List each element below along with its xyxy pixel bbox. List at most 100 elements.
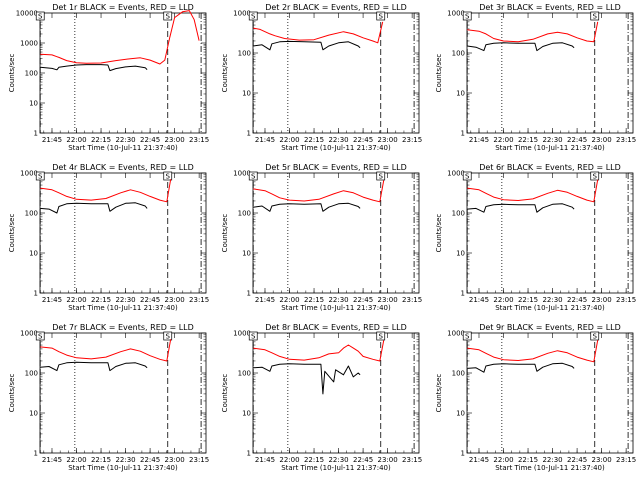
x-tick-label: 22:45 — [140, 136, 160, 144]
panel-title: Det 5r BLACK = Events, RED = LLD — [265, 163, 407, 172]
y-tick-label: 100 — [452, 370, 465, 378]
x-tick-label: 22:00 — [66, 296, 86, 304]
x-tick-label: 21:45 — [469, 456, 489, 464]
panel-title: Det 8r BLACK = Events, RED = LLD — [265, 323, 407, 332]
saa-marker-label: S — [38, 173, 43, 181]
y-axis-label: Counts/sec — [435, 214, 443, 253]
y-tick-label: 1 — [247, 450, 251, 458]
saa-marker-box — [590, 11, 600, 21]
saa-marker-label: S — [379, 333, 384, 341]
saa-marker-label: S — [166, 13, 171, 21]
y-tick-label: 10 — [242, 410, 251, 418]
saa-marker-label: S — [251, 13, 256, 21]
saa-marker-box — [376, 171, 386, 181]
x-tick-label: 23:00 — [378, 136, 398, 144]
x-tick-label: 22:00 — [493, 296, 513, 304]
saa-marker-label: S — [593, 333, 598, 341]
x-tick-label: 23:00 — [592, 456, 612, 464]
series-line-lld — [467, 340, 599, 363]
y-tick-label: 1 — [34, 130, 38, 138]
series-line-lld — [40, 179, 172, 203]
plot-frame — [39, 172, 207, 294]
panel-title: Det 2r BLACK = Events, RED = LLD — [265, 3, 407, 12]
plot-frame — [252, 332, 420, 454]
x-tick-label: 23:00 — [165, 136, 185, 144]
x-tick-label: 22:45 — [567, 296, 587, 304]
plot-frame — [466, 332, 634, 454]
x-tick-label: 23:15 — [189, 456, 209, 464]
saa-marker-label: S — [38, 333, 43, 341]
series-line-lld — [253, 180, 385, 203]
y-tick-label: 1000 — [20, 40, 38, 48]
x-tick-label: 22:00 — [279, 296, 299, 304]
saa-marker-label: S — [465, 13, 470, 21]
saa-marker-label: S — [38, 13, 43, 21]
x-tick-label: 21:45 — [42, 296, 62, 304]
saa-marker-label: S — [251, 173, 256, 181]
y-tick-label: 100 — [25, 370, 38, 378]
saa-marker-box — [163, 331, 173, 341]
series-line-lld — [40, 339, 172, 362]
plot-frame — [466, 172, 634, 294]
x-tick-label: 22:15 — [304, 456, 324, 464]
x-tick-label: 22:45 — [353, 136, 373, 144]
x-tick-label: 22:30 — [115, 456, 135, 464]
series-line-events — [253, 40, 361, 51]
saa-marker-box — [462, 331, 472, 341]
saa-marker-label: S — [593, 13, 598, 21]
x-tick-label: 23:00 — [378, 296, 398, 304]
x-tick-label: 21:45 — [255, 296, 275, 304]
x-tick-label: 22:00 — [493, 136, 513, 144]
panel-det-8r: Det 8r BLACK = Events, RED = LLD 1 10 100 10… — [221, 323, 422, 472]
x-tick-label: 22:30 — [542, 136, 562, 144]
x-tick-label: 23:00 — [165, 456, 185, 464]
y-tick-label: 100 — [25, 210, 38, 218]
plot-frame — [252, 12, 420, 134]
x-tick-label: 21:45 — [255, 456, 275, 464]
x-tick-label: 21:45 — [255, 136, 275, 144]
saa-marker-box — [462, 171, 472, 181]
y-tick-label: 100 — [238, 50, 251, 58]
y-axis-label: Counts/sec — [221, 374, 229, 413]
saa-marker-box — [35, 331, 45, 341]
panel-title: Det 3r BLACK = Events, RED = LLD — [479, 3, 621, 12]
y-tick-label: 100 — [238, 210, 251, 218]
x-tick-label: 22:15 — [304, 136, 324, 144]
x-tick-label: 23:15 — [616, 296, 636, 304]
saa-marker-box — [248, 171, 258, 181]
x-tick-label: 21:45 — [42, 136, 62, 144]
x-tick-label: 22:00 — [279, 136, 299, 144]
saa-marker-box — [163, 11, 173, 21]
y-tick-label: 10 — [456, 250, 465, 258]
y-tick-label: 100 — [452, 50, 465, 58]
x-tick-label: 22:30 — [328, 296, 348, 304]
series-line-events — [40, 202, 148, 214]
series-line-events — [467, 362, 575, 373]
y-tick-label: 10 — [29, 250, 38, 258]
y-tick-label: 1 — [461, 290, 465, 298]
y-tick-label: 1000 — [233, 10, 251, 18]
panel-det-1r: Det 1r BLACK = Events, RED = LLD 1 10 100 10… — [8, 3, 209, 152]
x-axis-label: Start Time (10-Jul-11 21:37:40) — [495, 464, 605, 472]
x-tick-label: 22:30 — [328, 136, 348, 144]
series-line-events — [253, 363, 361, 395]
saa-marker-box — [248, 331, 258, 341]
y-tick-label: 10000 — [16, 10, 38, 18]
x-tick-label: 22:30 — [328, 456, 348, 464]
series-line-lld — [253, 21, 384, 44]
x-tick-label: 22:45 — [140, 456, 160, 464]
panel-title: Det 9r BLACK = Events, RED = LLD — [479, 323, 621, 332]
saa-marker-label: S — [379, 173, 384, 181]
x-tick-label: 22:15 — [518, 456, 538, 464]
x-axis-label: Start Time (10-Jul-11 21:37:40) — [495, 144, 605, 152]
x-tick-label: 22:45 — [567, 456, 587, 464]
saa-marker-box — [462, 11, 472, 21]
x-tick-label: 23:15 — [402, 296, 422, 304]
x-tick-label: 22:15 — [91, 296, 111, 304]
x-axis-label: Start Time (10-Jul-11 21:37:40) — [68, 144, 178, 152]
panel-title: Det 1r BLACK = Events, RED = LLD — [52, 3, 194, 12]
series-line-lld — [467, 21, 599, 43]
y-tick-label: 10 — [29, 410, 38, 418]
y-axis-label: Counts/sec — [8, 214, 16, 253]
saa-marker-label: S — [465, 173, 470, 181]
